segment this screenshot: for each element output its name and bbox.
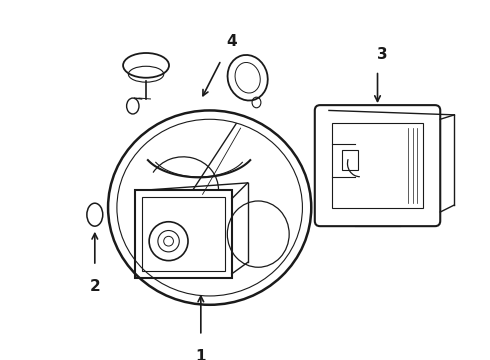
Text: 4: 4 (226, 33, 237, 49)
Text: 2: 2 (90, 279, 100, 294)
Bar (135, 190, 232, 278)
Bar (342, 150, 358, 170)
Text: 1: 1 (196, 349, 206, 360)
Text: 3: 3 (377, 47, 387, 62)
Bar (332, 123, 422, 208)
Bar (142, 197, 225, 271)
